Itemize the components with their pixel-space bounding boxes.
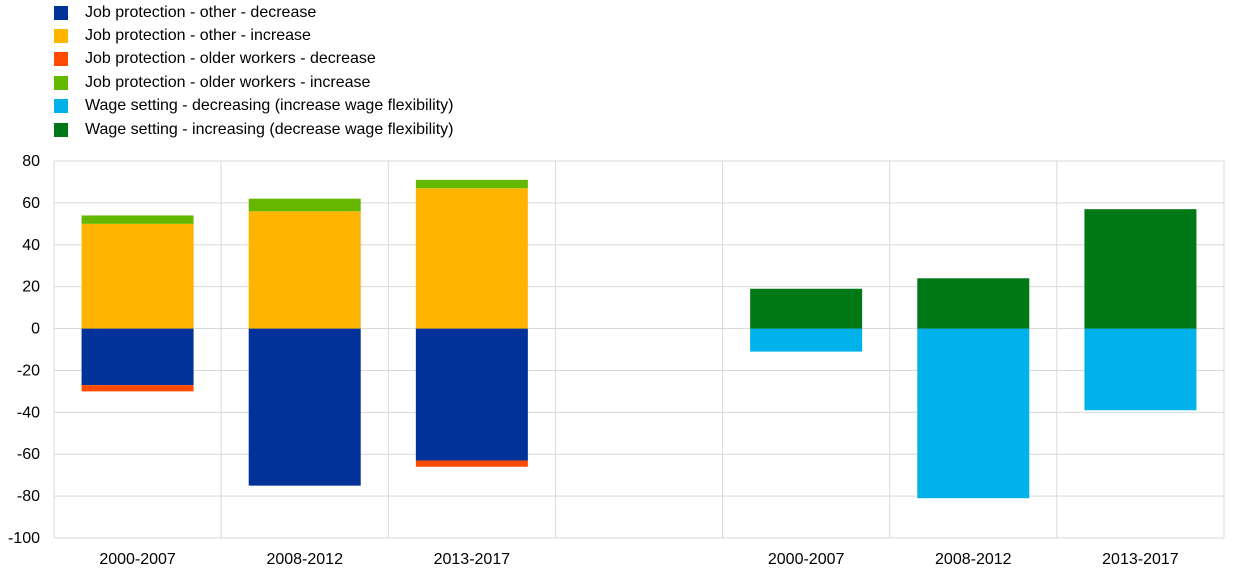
bar-segment: [81, 215, 194, 224]
legend-item: Job protection - other - increase: [54, 24, 453, 47]
legend-label: Job protection - older workers - decreas…: [85, 50, 376, 68]
x-tick-label: 2008-2012: [935, 551, 1012, 568]
bar-segment: [415, 188, 528, 329]
y-tick-label: 0: [31, 321, 40, 338]
bar-segment: [81, 385, 194, 392]
x-tick-label: 2000-2007: [99, 551, 176, 568]
legend-swatch: [54, 99, 68, 114]
gridlines: [53, 160, 1225, 539]
x-tick-label: 2000-2007: [768, 551, 845, 568]
x-tick-label: 2013-2017: [434, 551, 511, 568]
y-tick-label: -60: [17, 446, 40, 463]
y-tick-label: 40: [22, 237, 40, 254]
bar-segment: [917, 328, 1030, 499]
legend-swatch: [54, 122, 68, 137]
bars: [81, 179, 1197, 499]
legend-swatch: [54, 29, 68, 44]
legend: Job protection - other - decrease Job pro…: [54, 1, 453, 141]
y-tick-label: 60: [22, 195, 40, 212]
y-tick-label: -20: [17, 362, 40, 379]
y-tick-label: 20: [22, 279, 40, 296]
bar-segment: [81, 223, 194, 329]
x-tick-label: 2008-2012: [266, 551, 343, 568]
bar-segment: [917, 278, 1030, 329]
bar-segment: [248, 211, 361, 329]
legend-label: Job protection - older workers - increas…: [85, 73, 371, 91]
bar-segment: [415, 179, 528, 189]
y-tick-label: -100: [8, 530, 40, 547]
bar-segment: [1084, 328, 1197, 411]
legend-swatch: [54, 5, 68, 20]
legend-label: Job protection - other - decrease: [85, 3, 317, 21]
bar-segment: [750, 288, 863, 329]
legend-item: Wage setting - decreasing (increase wage…: [54, 95, 453, 118]
legend-swatch: [54, 52, 68, 67]
bar-segment: [248, 198, 361, 212]
bar-segment: [1084, 209, 1197, 329]
legend-swatch: [54, 75, 68, 90]
legend-label: Wage setting - increasing (decrease wage…: [85, 120, 454, 138]
legend-label: Wage setting - decreasing (increase wage…: [85, 97, 454, 115]
bar-segment: [750, 328, 863, 352]
x-tick-label: 2013-2017: [1102, 551, 1179, 568]
y-tick-label: -80: [17, 488, 40, 505]
legend-item: Wage setting - increasing (decrease wage…: [54, 118, 453, 141]
bar-segment: [81, 328, 194, 386]
legend-item: Job protection - older workers - decreas…: [54, 48, 453, 71]
y-axis-tick-labels: 80 60 40 20 0 -20 -40 -60 -80 -100: [8, 153, 40, 547]
bar-segment: [415, 328, 528, 461]
legend-label: Job protection - other - increase: [85, 27, 311, 45]
bar-segment: [248, 328, 361, 486]
bar-segment: [415, 460, 528, 467]
y-tick-label: -40: [17, 404, 40, 421]
x-axis-tick-labels: 2000-2007 2008-2012 2013-2017 2000-2007 2008…: [99, 551, 1178, 568]
legend-item: Job protection - older workers - increas…: [54, 71, 453, 94]
y-tick-label: 80: [22, 153, 40, 170]
legend-item: Job protection - other - decrease: [54, 1, 453, 24]
